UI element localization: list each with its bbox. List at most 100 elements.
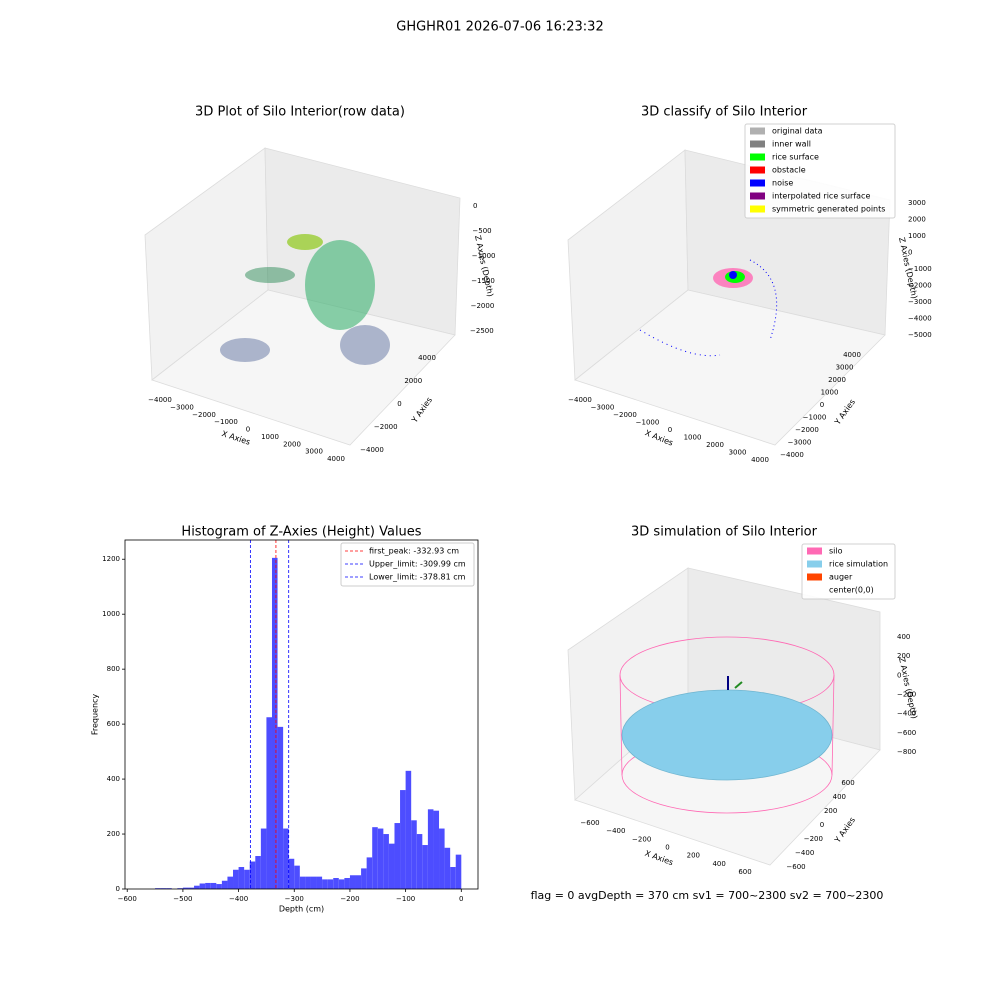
z-tick-label: 3000 (908, 199, 926, 207)
y-tick-label: 400 (107, 775, 120, 783)
y-tick-label: 1000 (821, 389, 839, 397)
x-tick-label: 3000 (305, 448, 323, 456)
bar (344, 878, 350, 889)
legend-label: interpolated rice surface (772, 192, 870, 201)
bar (405, 770, 412, 889)
y-axis-label: Y Axies (832, 398, 857, 428)
y-tick-label: 600 (107, 720, 120, 728)
x-tick-label: −100 (396, 895, 415, 903)
legend-swatch (807, 560, 822, 568)
bar (182, 887, 189, 889)
bar (227, 876, 234, 889)
z-tick-label: −2000 (908, 282, 932, 290)
bar (355, 875, 362, 889)
x-tick-label: 0 (459, 895, 463, 903)
legend-label: first_peak: -332.93 cm (369, 547, 459, 556)
y-tick-label: 1200 (102, 555, 120, 563)
legend-label: inner wall (772, 140, 811, 149)
legend-label: Lower_limit: -378.81 cm (369, 573, 466, 582)
bar (216, 884, 222, 889)
bar (188, 887, 195, 889)
z-tick-label: −4000 (908, 315, 932, 323)
bar (288, 858, 295, 889)
y-tick-label: 0 (116, 885, 120, 893)
x-tick-label: −300 (285, 895, 304, 903)
legend-swatch (750, 166, 765, 174)
y-tick-label: 200 (824, 807, 837, 815)
y-tick-label: −3000 (788, 439, 812, 447)
decor-cloud-2 (639, 259, 778, 357)
y-tick-label: 3000 (836, 364, 854, 372)
bar (439, 828, 445, 889)
legend-label: obstacle (772, 166, 806, 175)
y-tick-label: −600 (786, 863, 805, 871)
z-tick-label: −2500 (470, 327, 494, 335)
y-tick-label: 1000 (102, 610, 120, 618)
z-tick-label: −1000 (908, 265, 932, 273)
bar (283, 828, 289, 889)
bar (194, 885, 200, 889)
x-tick-label: 1000 (261, 433, 279, 441)
bar (388, 843, 395, 889)
z-tick-label: 0 (473, 202, 477, 210)
z-tick-label: 0 (897, 671, 901, 679)
x-tick-label: 0 (665, 844, 669, 852)
x-tick-label: 0 (668, 426, 672, 434)
legend-label: rice simulation (829, 560, 888, 569)
bar (316, 876, 323, 889)
x-tick-label: 0 (246, 426, 250, 434)
chart-title: 3D Plot of Silo Interior(row data) (195, 105, 405, 120)
x-tick-label: 600 (738, 868, 751, 876)
z-tick-label: −5000 (908, 331, 932, 339)
legend-swatch (750, 127, 765, 135)
x-tick-label: 2000 (283, 440, 301, 448)
x-tick-label: −1000 (214, 418, 238, 426)
bar (455, 854, 462, 889)
z-tick-label: 400 (897, 633, 910, 641)
legend-label: auger (829, 573, 853, 582)
bar (199, 883, 206, 889)
z-tick-label: −2000 (471, 302, 495, 310)
chart-title: 3D classify of Silo Interior (641, 105, 808, 120)
y-tick-label: 4000 (418, 354, 436, 362)
plot-frame (124, 539, 479, 890)
bar (400, 790, 406, 889)
bar (333, 878, 339, 889)
y-tick-label: 4000 (843, 351, 861, 359)
y-tick-label: 0 (820, 821, 824, 829)
bar (444, 847, 451, 889)
bar (177, 888, 183, 889)
y-tick-label: −2000 (374, 423, 398, 431)
chart-title: Histogram of Z-Axies (Height) Values (181, 525, 421, 540)
y-tick-label: 400 (833, 793, 846, 801)
legend-swatch (807, 547, 822, 555)
y-tick-label: −400 (795, 849, 814, 857)
bar (233, 869, 239, 889)
legend-swatch (750, 192, 765, 200)
bar (450, 867, 456, 889)
x-tick-label: −3000 (170, 403, 194, 411)
y-tick-label: 0 (820, 401, 824, 409)
bar (260, 828, 267, 889)
y-tick-label: −2000 (795, 426, 819, 434)
legend-box (744, 123, 896, 219)
y-tick-label: 2000 (404, 377, 422, 385)
bar (160, 888, 167, 889)
x-tick-label: −600 (580, 819, 599, 827)
legend-swatch (750, 205, 765, 213)
y-axis-label: Frequency (91, 694, 100, 736)
x-tick-label: −600 (118, 895, 137, 903)
z-tick-label: 0 (908, 249, 912, 257)
x-tick-label: −400 (606, 827, 625, 835)
z-axis-label: Z Axies (Depth) (473, 234, 495, 297)
y-axis-label: Y Axies (409, 396, 434, 426)
z-tick-label: −3000 (908, 298, 932, 306)
x-tick-label: 4000 (751, 456, 769, 464)
bar (433, 810, 440, 889)
bar (427, 809, 434, 889)
x-tick-label: −3000 (591, 404, 615, 412)
z-tick-label: −1000 (472, 252, 496, 260)
bar (210, 882, 217, 889)
bar (277, 726, 284, 889)
